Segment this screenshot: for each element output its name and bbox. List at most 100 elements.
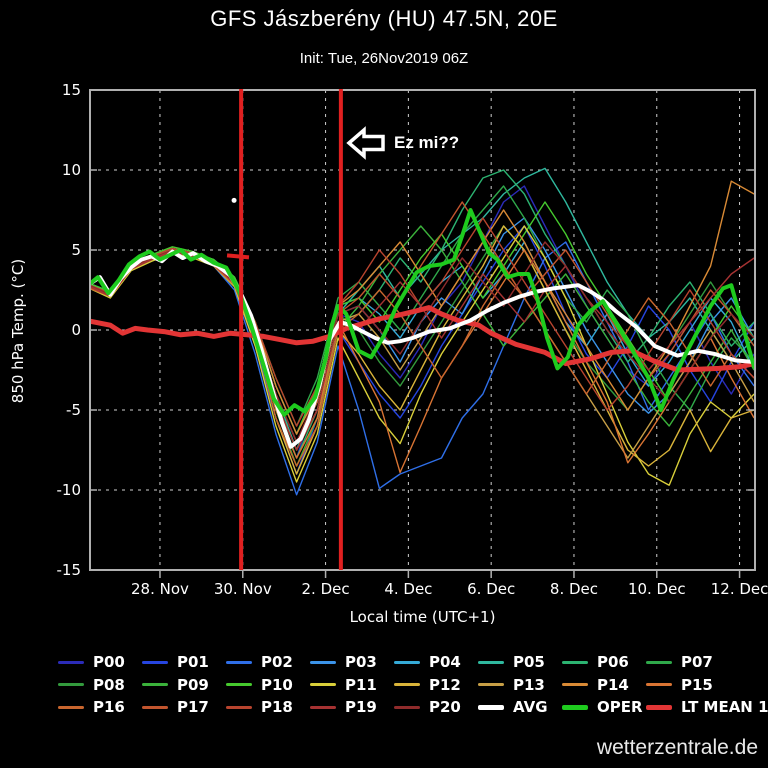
legend-label: P20 [429, 698, 461, 716]
x-tick-label: 8. Dec [550, 580, 598, 598]
legend-item-p07: P07 [646, 653, 713, 671]
legend-label: P13 [513, 675, 545, 694]
x-tick-label: 28. Nov [131, 580, 189, 598]
legend-label: P19 [345, 698, 377, 716]
legend-swatch [58, 683, 84, 686]
y-tick-label: 0 [71, 321, 81, 339]
legend-swatch [478, 683, 504, 686]
legend-swatch [394, 705, 420, 709]
legend-item-p05: P05 [478, 653, 545, 671]
legend-item-p12: P12 [394, 676, 461, 694]
legend-label: P07 [681, 653, 713, 671]
legend-swatch [478, 704, 504, 710]
series-P10 [90, 201, 755, 435]
legend-item-p16: P16 [58, 698, 125, 716]
legend-item-p01: P01 [142, 653, 209, 671]
legend-swatch [226, 683, 252, 686]
legend: P00 P01 P02 P03 P04 P05 P06 P07 P08 P09 P10 P11 P12 P… [0, 648, 768, 736]
y-tick-label: -5 [66, 401, 81, 419]
x-tick-label: 30. Nov [214, 580, 272, 598]
legend-swatch [394, 660, 420, 664]
y-tick-label: -15 [57, 561, 82, 579]
legend-label: P12 [429, 675, 461, 694]
legend-swatch [394, 683, 420, 686]
legend-swatch [142, 683, 168, 686]
legend-label: P16 [93, 698, 125, 716]
legend-item-p20: P20 [394, 698, 461, 716]
legend-swatch [310, 683, 336, 686]
legend-swatch [310, 705, 336, 709]
series-oper [90, 208, 755, 417]
legend-item-p18: P18 [226, 698, 293, 716]
gridlines [90, 90, 755, 570]
annotation-note: Ez mi?? [394, 133, 460, 152]
legend-item-p11: P11 [310, 676, 377, 694]
series-P17 [90, 201, 755, 443]
legend-item-p19: P19 [310, 698, 377, 716]
legend-item-p03: P03 [310, 653, 377, 671]
legend-swatch [562, 660, 588, 664]
legend-label: P09 [177, 675, 209, 694]
legend-item-lt-mean-1981-2010: LT MEAN 1981-2010 [646, 698, 768, 716]
x-tick-label: 2. Dec [302, 580, 350, 598]
legend-swatch [142, 705, 168, 709]
watermark: wetterzentrale.de [596, 736, 758, 759]
annotation-red-dash [226, 253, 250, 260]
legend-label: P06 [597, 653, 629, 671]
legend-label: P01 [177, 653, 209, 671]
legend-label: P15 [681, 675, 713, 694]
legend-label: P02 [261, 653, 293, 671]
init-subtitle: Init: Tue, 26Nov2019 06Z [299, 50, 469, 67]
y-tick-label: 10 [62, 161, 81, 179]
legend-item-p06: P06 [562, 653, 629, 671]
legend-swatch [58, 660, 84, 664]
legend-swatch [646, 683, 672, 686]
legend-swatch [562, 683, 588, 686]
legend-label: LT MEAN 1981-2010 [681, 698, 768, 716]
legend-item-p09: P09 [142, 676, 209, 694]
legend-label: P05 [513, 653, 545, 671]
legend-item-avg: AVG [478, 698, 548, 716]
legend-item-oper: OPER [562, 698, 643, 716]
legend-swatch [310, 660, 336, 664]
page-title: GFS Jászberény (HU) 47.5N, 20E [210, 6, 558, 31]
legend-swatch [646, 660, 672, 664]
legend-label: P10 [261, 675, 293, 694]
x-axis-title: Local time (UTC+1) [350, 608, 496, 626]
legend-label: P14 [597, 675, 629, 694]
legend-item-p17: P17 [142, 698, 209, 716]
legend-swatch [562, 704, 588, 710]
legend-swatch [226, 660, 252, 664]
legend-label: P18 [261, 698, 293, 716]
white-dot [231, 197, 237, 203]
x-tick-label: 4. Dec [384, 580, 432, 598]
legend-swatch [142, 660, 168, 664]
legend-label: P03 [345, 653, 377, 671]
legend-item-p10: P10 [226, 676, 293, 694]
legend-item-p14: P14 [562, 676, 629, 694]
left-arrow-icon [346, 126, 385, 160]
legend-swatch [478, 660, 504, 664]
legend-label: P04 [429, 653, 461, 671]
legend-label: P11 [345, 675, 377, 694]
legend-item-p02: P02 [226, 653, 293, 671]
series-group [90, 167, 755, 496]
plot-frame [89, 89, 756, 571]
legend-label: OPER [597, 698, 643, 716]
legend-item-p13: P13 [478, 676, 545, 694]
y-tick-label: 5 [71, 241, 81, 259]
axis-ticks [90, 89, 755, 578]
legend-label: P00 [93, 653, 125, 671]
legend-label: AVG [513, 698, 548, 716]
series-lt_mean [90, 305, 755, 373]
legend-swatch [646, 704, 672, 710]
legend-item-p08: P08 [58, 676, 125, 694]
y-tick-label: 15 [62, 81, 81, 99]
legend-label: P08 [93, 675, 125, 694]
legend-label: P17 [177, 698, 209, 716]
y-tick-label: -10 [57, 481, 82, 499]
x-tick-label: 6. Dec [467, 580, 515, 598]
x-tick-label: 12. Dec [711, 580, 768, 598]
legend-swatch [226, 705, 252, 709]
